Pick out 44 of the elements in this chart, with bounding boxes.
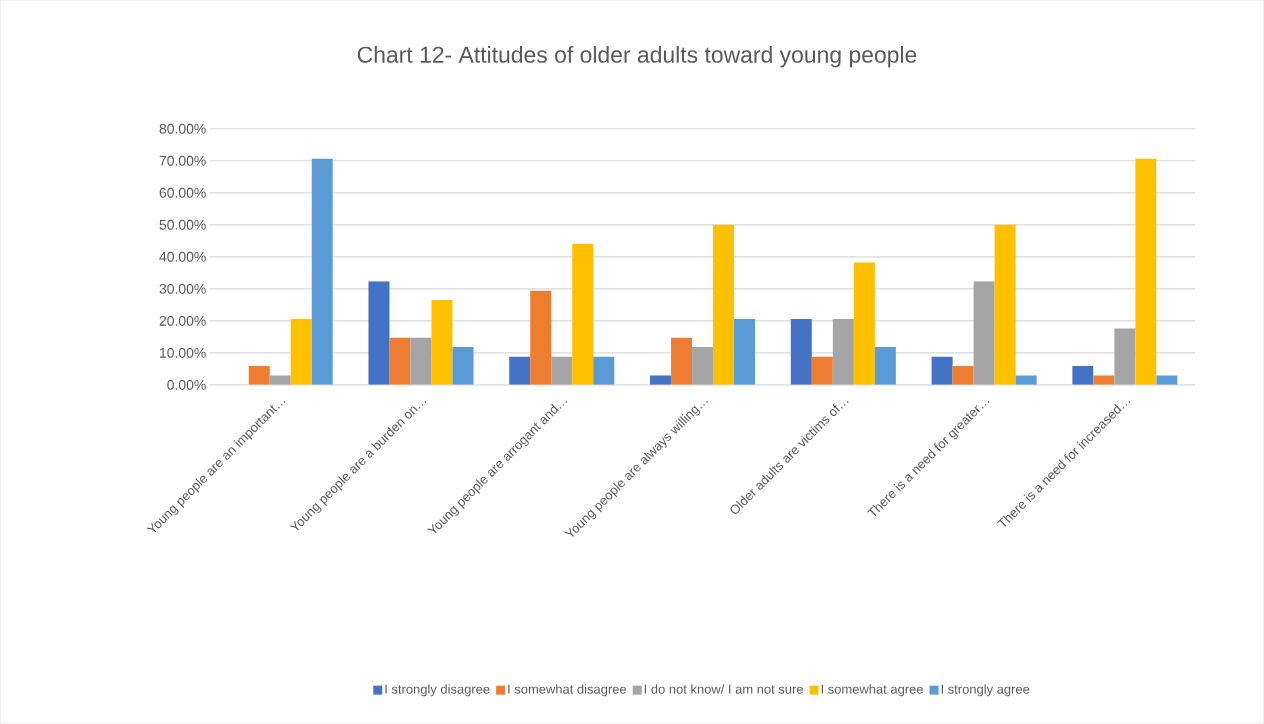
bar	[671, 337, 693, 385]
bar	[248, 366, 270, 385]
y-tick-label: 60.00%	[159, 187, 206, 198]
y-tick-label: 0.00%	[167, 380, 206, 390]
y-tick-label: 80.00%	[159, 123, 206, 134]
bar	[1072, 366, 1094, 385]
y-tick-label: 40.00%	[159, 251, 206, 262]
bar	[1135, 158, 1157, 385]
legend-label: I do not know/ I am not sure	[644, 684, 803, 694]
y-tick-label: 70.00%	[159, 155, 206, 166]
bar	[811, 356, 833, 385]
bar	[853, 262, 875, 385]
legend-label: I strongly disagree	[385, 684, 490, 697]
bar	[593, 356, 615, 385]
bar	[874, 347, 896, 385]
bar	[572, 243, 594, 385]
bar	[389, 337, 411, 385]
bar	[311, 158, 333, 385]
bar	[368, 281, 390, 385]
bar	[1114, 328, 1136, 385]
bar	[790, 319, 812, 385]
bar	[452, 347, 474, 385]
bar	[692, 347, 714, 385]
legend-label: I somewhat agree	[821, 684, 923, 697]
bar	[713, 224, 735, 385]
y-tick-label: 30.00%	[159, 284, 206, 294]
bar	[832, 319, 854, 385]
bar	[734, 319, 756, 385]
legend-label: I strongly agree	[941, 684, 1030, 697]
chart-title: Chart 12- Attitudes of older adults toward young people	[357, 46, 917, 68]
bar	[994, 224, 1016, 385]
bar	[931, 356, 953, 385]
bar	[431, 300, 453, 385]
bar	[973, 281, 995, 385]
bar	[509, 356, 531, 385]
bar	[410, 337, 432, 385]
legend-label: I somewhat disagree	[508, 684, 627, 697]
y-tick-label: 50.00%	[159, 219, 206, 230]
y-tick-label: 10.00%	[160, 348, 206, 358]
bar	[290, 319, 312, 385]
bar	[952, 366, 974, 385]
bar	[530, 290, 552, 385]
bar	[551, 356, 573, 385]
y-tick-label: 20.00%	[159, 316, 206, 326]
